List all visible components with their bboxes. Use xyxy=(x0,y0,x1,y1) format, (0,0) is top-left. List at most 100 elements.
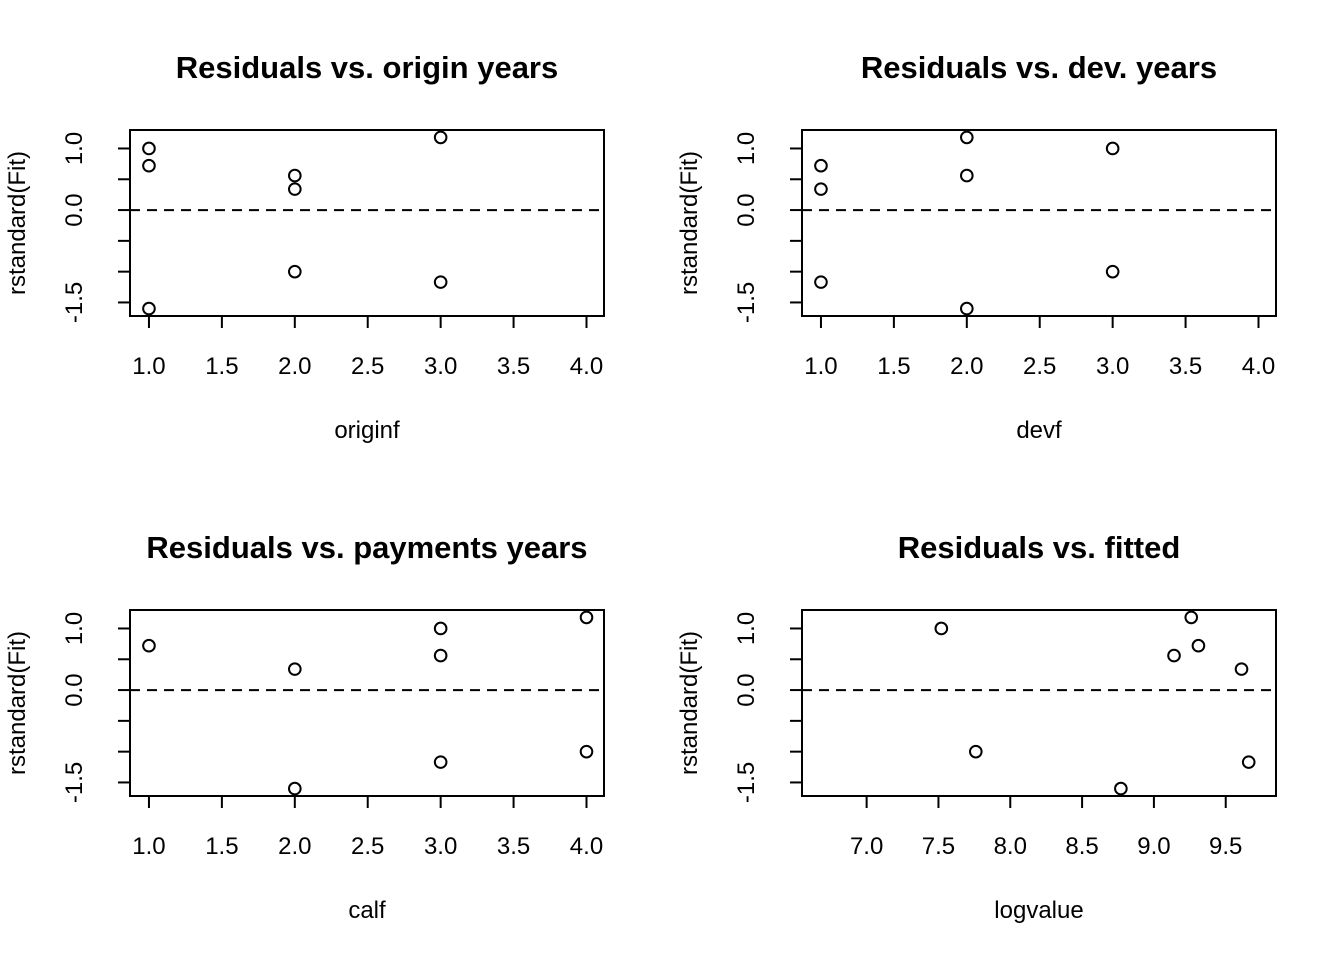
x-tick-label: 9.0 xyxy=(1137,833,1170,860)
y-axis: -1.5 0.0 1.0 xyxy=(733,612,803,803)
data-point xyxy=(1191,638,1206,653)
x-tick-label: 9.5 xyxy=(1209,833,1242,860)
data-points xyxy=(934,610,1256,796)
y-axis-label: rstandard(Fit) xyxy=(676,151,703,295)
x-tick-label: 4.0 xyxy=(570,353,603,380)
x-tick-label: 3.5 xyxy=(1169,353,1202,380)
y-tick-label: -1.5 xyxy=(61,762,88,803)
data-point xyxy=(288,662,302,676)
x-tick-label: 2.5 xyxy=(351,833,384,860)
data-point xyxy=(1105,141,1120,156)
x-tick-label: 3.0 xyxy=(424,353,457,380)
x-tick-label: 7.0 xyxy=(850,833,883,860)
data-point xyxy=(960,301,974,316)
x-tick-label: 1.0 xyxy=(804,353,837,380)
y-axis: -1.5 0.0 1.0 xyxy=(61,132,131,323)
data-point xyxy=(579,610,594,625)
chart-title: Residuals vs. fitted xyxy=(898,530,1181,565)
data-point xyxy=(433,621,448,636)
y-tick-label: 0.0 xyxy=(733,193,760,226)
panel-3: Residuals vs. payments years 1.0 1.5 2.0 2.5… xyxy=(4,530,605,924)
x-tick-label: 4.0 xyxy=(1242,353,1275,380)
x-axis: 1.0 1.5 2.0 2.5 3.0 3.5 4.0 xyxy=(132,315,603,380)
x-tick-label: 1.5 xyxy=(877,353,910,380)
x-axis-label: calf xyxy=(348,897,386,924)
data-point xyxy=(960,168,974,183)
x-tick-label: 1.0 xyxy=(132,833,165,860)
x-tick-label: 7.5 xyxy=(922,833,955,860)
data-point xyxy=(1184,610,1199,625)
plot-frame xyxy=(801,609,1277,797)
data-point xyxy=(579,744,594,759)
x-tick-label: 3.0 xyxy=(1096,353,1129,380)
data-point xyxy=(142,158,156,173)
data-point xyxy=(969,744,983,759)
chart-title: Residuals vs. origin years xyxy=(176,50,559,85)
y-tick-label: -1.5 xyxy=(61,282,88,323)
data-point xyxy=(142,638,156,653)
plot-frame xyxy=(129,129,605,317)
data-point xyxy=(433,755,448,769)
x-tick-label: 1.5 xyxy=(205,833,238,860)
x-tick-label: 3.5 xyxy=(497,833,530,860)
data-point xyxy=(288,781,302,796)
x-axis-label: logvalue xyxy=(994,897,1083,924)
plot-frame xyxy=(129,609,605,797)
data-point xyxy=(433,130,448,145)
y-tick-label: 0.0 xyxy=(733,673,760,706)
data-point xyxy=(288,264,302,279)
data-points xyxy=(142,130,448,316)
y-tick-label: -1.5 xyxy=(733,762,760,803)
y-tick-label: 1.0 xyxy=(61,132,88,165)
x-tick-label: 1.0 xyxy=(132,353,165,380)
data-point xyxy=(288,182,302,196)
panel-1: Residuals vs. origin years 1.0 1.5 2.0 2.5 3.… xyxy=(4,50,605,444)
x-tick-label: 8.5 xyxy=(1065,833,1098,860)
x-axis: 1.0 1.5 2.0 2.5 3.0 3.5 4.0 xyxy=(804,315,1275,380)
y-axis-label: rstandard(Fit) xyxy=(4,631,31,775)
x-tick-label: 2.5 xyxy=(351,353,384,380)
chart-title: Residuals vs. dev. years xyxy=(861,50,1217,85)
data-point xyxy=(433,648,448,663)
y-tick-label: 0.0 xyxy=(61,673,88,706)
x-tick-label: 2.5 xyxy=(1023,353,1056,380)
plot-frame xyxy=(801,129,1277,317)
x-tick-label: 3.5 xyxy=(497,353,530,380)
data-point xyxy=(1114,781,1128,796)
x-axis-label: originf xyxy=(334,417,400,444)
y-axis-label: rstandard(Fit) xyxy=(4,151,31,295)
data-point xyxy=(814,182,828,196)
y-tick-label: -1.5 xyxy=(733,282,760,323)
data-point xyxy=(142,301,156,316)
data-point xyxy=(142,141,156,156)
y-tick-label: 1.0 xyxy=(733,132,760,165)
chart-title: Residuals vs. payments years xyxy=(146,530,587,565)
y-tick-label: 0.0 xyxy=(61,193,88,226)
x-tick-label: 8.0 xyxy=(994,833,1027,860)
x-tick-label: 2.0 xyxy=(278,353,311,380)
y-axis: -1.5 0.0 1.0 xyxy=(61,612,131,803)
data-points xyxy=(814,130,1120,316)
data-point xyxy=(814,158,828,173)
data-point xyxy=(1241,755,1256,769)
data-point xyxy=(814,275,828,289)
panel-4: Residuals vs. fitted 7.0 7.5 8.0 8.5 9.0 9.5 lo… xyxy=(676,530,1277,924)
data-point xyxy=(1105,264,1120,279)
data-point xyxy=(960,130,974,145)
data-point xyxy=(288,168,302,183)
y-axis-label: rstandard(Fit) xyxy=(676,631,703,775)
y-tick-label: 1.0 xyxy=(61,612,88,645)
x-tick-label: 1.5 xyxy=(205,353,238,380)
data-point xyxy=(1234,662,1249,676)
x-tick-label: 3.0 xyxy=(424,833,457,860)
x-axis: 1.0 1.5 2.0 2.5 3.0 3.5 4.0 xyxy=(132,795,603,860)
data-point xyxy=(1167,648,1181,663)
data-points xyxy=(142,610,594,796)
y-tick-label: 1.0 xyxy=(733,612,760,645)
x-axis-label: devf xyxy=(1016,417,1062,444)
x-tick-label: 4.0 xyxy=(570,833,603,860)
data-point xyxy=(433,275,448,289)
panel-2: Residuals vs. dev. years 1.0 1.5 2.0 2.5 3.0 3… xyxy=(676,50,1277,444)
x-tick-label: 2.0 xyxy=(278,833,311,860)
